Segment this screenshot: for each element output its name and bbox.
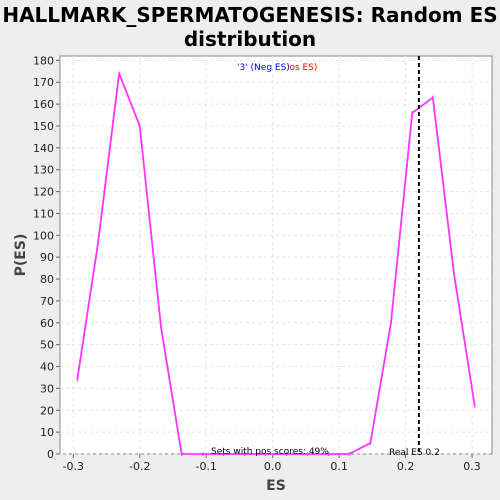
series-line [76, 72, 476, 455]
series-layer [76, 71, 476, 456]
x-tick-label: -0.1 [195, 460, 216, 473]
y-tick-label: 140 [33, 142, 54, 155]
chart-title-line-1: HALLMARK_SPERMATOGENESIS: Random ES [2, 3, 497, 27]
y-tick-label: 0 [47, 448, 54, 461]
y-tick-label: 50 [40, 339, 54, 352]
y-tick-label: 180 [33, 54, 54, 67]
y-tick-label: 40 [40, 361, 54, 374]
y-tick-label: 80 [40, 273, 54, 286]
y-axis-title: P(ES) [13, 234, 29, 277]
y-tick-label: 100 [33, 229, 54, 242]
chart-title-line-2: distribution [184, 27, 316, 51]
y-tick-label: 110 [33, 207, 54, 220]
x-tick-label: -0.2 [129, 460, 150, 473]
x-tick-label: 0.2 [397, 460, 415, 473]
x-axis-title: ES [266, 478, 286, 494]
y-tick-label: 10 [40, 426, 54, 439]
x-tick-label: 0.0 [264, 460, 282, 473]
x-tick-label: 0.1 [330, 460, 348, 473]
y-tick-label: 90 [40, 251, 54, 264]
x-tick-label: 0.3 [463, 460, 481, 473]
plot-area [59, 55, 493, 455]
y-tick-label: 70 [40, 295, 54, 308]
y-tick-label: 120 [33, 186, 54, 199]
y-tick-label: 160 [33, 98, 54, 111]
legend-neg-label: '3' (Neg ES) [237, 63, 290, 73]
y-tick-label: 20 [40, 404, 54, 417]
x-tick-label: -0.3 [63, 460, 84, 473]
y-tick-label: 150 [33, 120, 54, 133]
y-tick-label: 170 [33, 76, 54, 89]
y-tick-label: 30 [40, 382, 54, 395]
y-tick-label: 60 [40, 317, 54, 330]
grid [60, 56, 492, 455]
axes: 0 10 20 30 40 50 60 70 80 90 100 110 120 130 140 150 160… [33, 54, 481, 473]
real-es-annotation: Real ES 0.2 [389, 448, 440, 458]
y-tick-label: 130 [33, 164, 54, 177]
pos-scores-annotation: Sets with pos scores: 49% [211, 447, 329, 457]
legend-pos-label: 'os ES) [287, 63, 317, 73]
